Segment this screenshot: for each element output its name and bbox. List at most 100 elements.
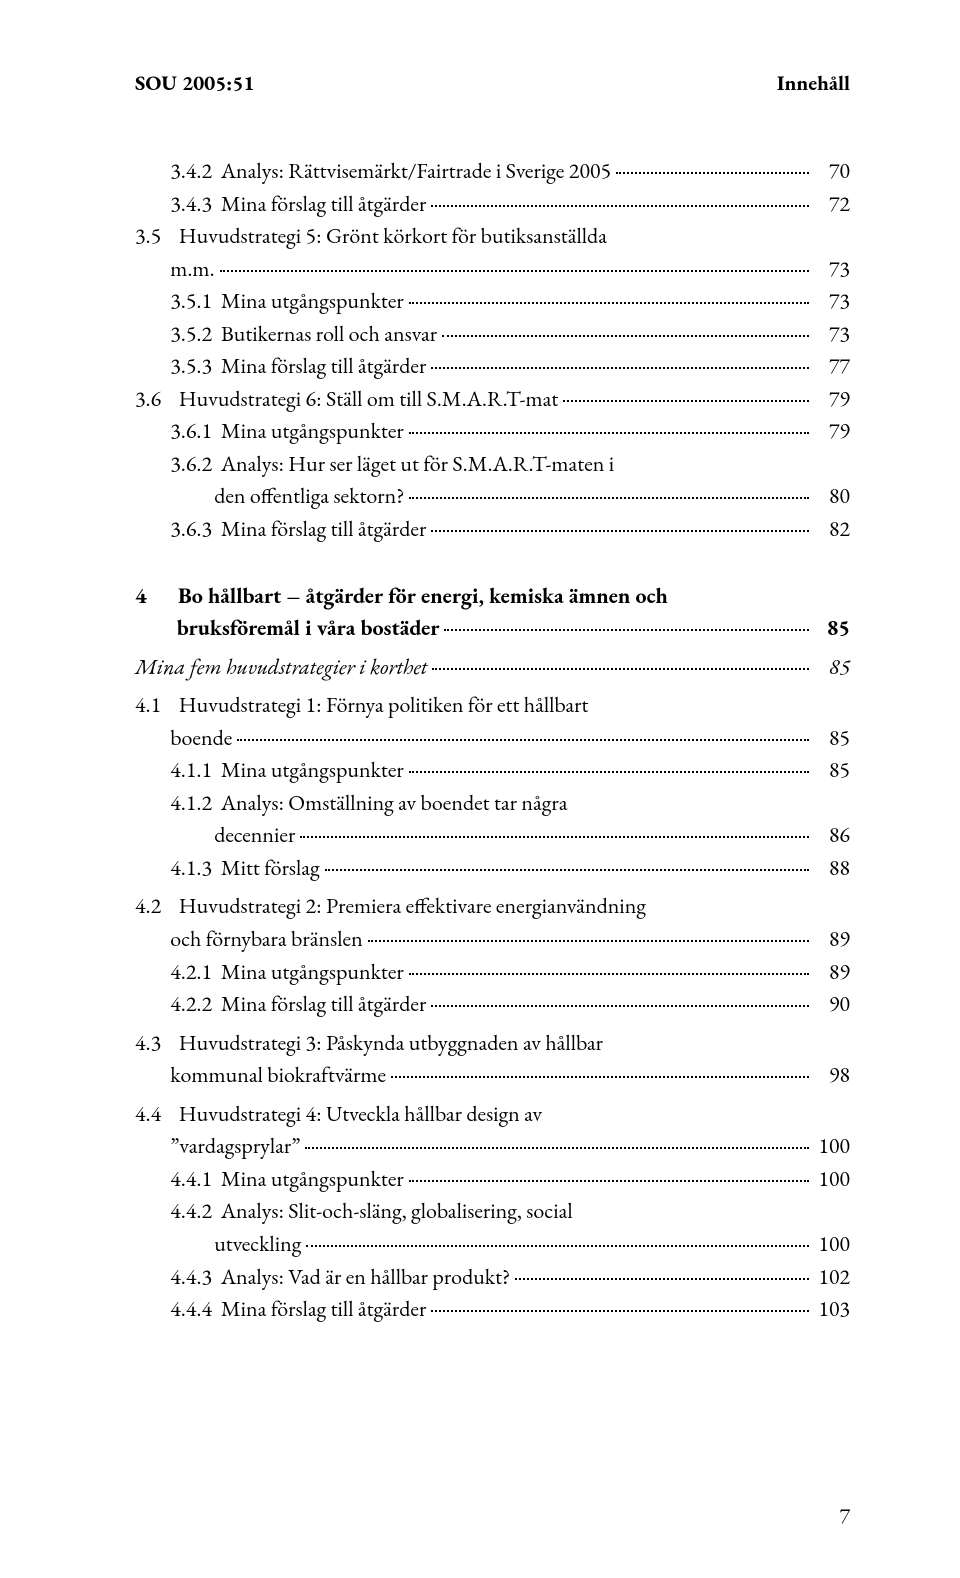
toc-number: 4.4.3 xyxy=(135,1261,221,1294)
toc-number xyxy=(135,253,170,286)
toc-number xyxy=(135,923,170,956)
spacer xyxy=(135,546,850,580)
header-right: Innehåll xyxy=(777,70,850,97)
toc-title: Mina fem huvudstrategier i korthet xyxy=(135,651,427,684)
toc-row: 4.3 Huvudstrategi 3: Påskynda utbyggnade… xyxy=(135,1027,850,1060)
toc-page: 90 xyxy=(814,988,850,1021)
dot-leader xyxy=(237,739,809,741)
dot-leader xyxy=(431,367,809,369)
toc-row: utveckling 100 xyxy=(135,1228,850,1261)
toc-page: 100 xyxy=(814,1228,850,1261)
toc-number: 3.6.1 xyxy=(135,415,221,448)
toc-number xyxy=(135,1059,170,1092)
toc-title: decennier xyxy=(214,819,295,852)
toc-page: 82 xyxy=(814,513,850,546)
toc-title: Huvudstrategi 6: Ställ om till S.M.A.R.T… xyxy=(179,383,559,416)
toc-page: 79 xyxy=(814,415,850,448)
toc-title: m.m. xyxy=(170,253,214,286)
dot-leader xyxy=(409,432,809,434)
dot-leader xyxy=(442,335,809,337)
toc-page: 72 xyxy=(814,188,850,221)
toc-number xyxy=(135,480,214,513)
page-number: 7 xyxy=(839,1501,850,1530)
toc-number: 4.2 xyxy=(135,890,179,923)
toc-row: 4.2.2 Mina förslag till åtgärder90 xyxy=(135,988,850,1021)
toc-page: 77 xyxy=(814,350,850,383)
toc-number xyxy=(135,1228,214,1261)
toc-title: Mina utgångspunkter xyxy=(221,956,404,989)
toc-page: 85 xyxy=(814,722,850,755)
toc-row: 4.2.1 Mina utgångspunkter89 xyxy=(135,956,850,989)
toc-row: 4.4.1 Mina utgångspunkter100 xyxy=(135,1163,850,1196)
toc-page: 103 xyxy=(814,1293,850,1326)
toc-page: 85 xyxy=(814,612,850,645)
toc-number: 3.4.3 xyxy=(135,188,221,221)
dot-leader xyxy=(325,869,809,871)
toc-title: Mina utgångspunkter xyxy=(221,754,404,787)
toc-number xyxy=(135,1130,170,1163)
toc-page: 100 xyxy=(814,1163,850,1196)
toc-title: kommunal biokraftvärme xyxy=(170,1059,386,1092)
dot-leader xyxy=(431,1005,809,1007)
toc-row: ”vardagsprylar”100 xyxy=(135,1130,850,1163)
toc-number: 4 xyxy=(135,580,178,613)
dot-leader xyxy=(391,1076,809,1078)
toc-row: 4.2 Huvudstrategi 2: Premiera effektivar… xyxy=(135,890,850,923)
toc-number: 3.5 xyxy=(135,220,179,253)
toc-row: 4.4.3 Analys: Vad är en hållbar produkt?… xyxy=(135,1261,850,1294)
toc-page: 85 xyxy=(814,651,850,684)
table-of-contents: 3.4.2 Analys: Rättvisemärkt/Fairtrade i … xyxy=(135,149,850,1326)
dot-leader xyxy=(431,530,809,532)
toc-number xyxy=(135,612,177,645)
toc-title: boende xyxy=(170,722,232,755)
toc-title: Huvudstrategi 3: Påskynda utbyggnaden av… xyxy=(179,1027,603,1060)
toc-number: 4.1.1 xyxy=(135,754,221,787)
toc-number: 4.1.3 xyxy=(135,852,221,885)
toc-title: Analys: Slit-och-släng, globalisering, s… xyxy=(221,1195,573,1228)
toc-page: 79 xyxy=(814,383,850,416)
toc-row: 4.1 Huvudstrategi 1: Förnya politiken fö… xyxy=(135,689,850,722)
toc-row: 4.4.4 Mina förslag till åtgärder103 xyxy=(135,1293,850,1326)
toc-row: 4.1.1 Mina utgångspunkter 85 xyxy=(135,754,850,787)
toc-page: 86 xyxy=(814,819,850,852)
toc-title: den offentliga sektorn? xyxy=(214,480,404,513)
dot-leader xyxy=(300,836,809,838)
toc-row: kommunal biokraftvärme98 xyxy=(135,1059,850,1092)
toc-row: 3.4.2 Analys: Rättvisemärkt/Fairtrade i … xyxy=(135,155,850,188)
toc-number: 3.6.3 xyxy=(135,513,221,546)
dot-leader xyxy=(431,205,809,207)
toc-title: utveckling xyxy=(214,1228,301,1261)
toc-row: 3.5 Huvudstrategi 5: Grönt körkort för b… xyxy=(135,220,850,253)
toc-title: ”vardagsprylar” xyxy=(170,1130,300,1163)
toc-title: Mina utgångspunkter xyxy=(221,1163,404,1196)
dot-leader xyxy=(409,1180,809,1182)
toc-page: 89 xyxy=(814,956,850,989)
header-left: SOU 2005:51 xyxy=(135,70,255,97)
toc-title: Mina förslag till åtgärder xyxy=(221,988,427,1021)
dot-leader xyxy=(409,973,809,975)
toc-page: 85 xyxy=(814,754,850,787)
toc-title: Mina förslag till åtgärder xyxy=(221,350,427,383)
toc-row: den offentliga sektorn?80 xyxy=(135,480,850,513)
toc-page: 88 xyxy=(814,852,850,885)
toc-number: 3.5.3 xyxy=(135,350,221,383)
toc-row: m.m. 73 xyxy=(135,253,850,286)
toc-title: Analys: Omställning av boendet tar några xyxy=(221,787,568,820)
toc-row: 3.6.3 Mina förslag till åtgärder82 xyxy=(135,513,850,546)
toc-number: 4.4.2 xyxy=(135,1195,221,1228)
toc-page: 73 xyxy=(814,318,850,351)
toc-row: 3.5.3 Mina förslag till åtgärder 77 xyxy=(135,350,850,383)
toc-row: 4.1.3 Mitt förslag88 xyxy=(135,852,850,885)
toc-title: Butikernas roll och ansvar xyxy=(221,318,437,351)
dot-leader xyxy=(409,497,809,499)
toc-row: 4.4 Huvudstrategi 4: Utveckla hållbar de… xyxy=(135,1098,850,1131)
toc-title: Analys: Rättvisemärkt/Fairtrade i Sverig… xyxy=(221,155,611,188)
toc-title: Mina utgångspunkter xyxy=(221,415,404,448)
page-header: SOU 2005:51 Innehåll xyxy=(135,70,850,97)
dot-leader xyxy=(306,1245,809,1247)
toc-page: 89 xyxy=(814,923,850,956)
toc-page: 73 xyxy=(814,253,850,286)
dot-leader xyxy=(409,302,809,304)
dot-leader xyxy=(220,270,809,272)
toc-row: 4.4.2 Analys: Slit-och-släng, globaliser… xyxy=(135,1195,850,1228)
